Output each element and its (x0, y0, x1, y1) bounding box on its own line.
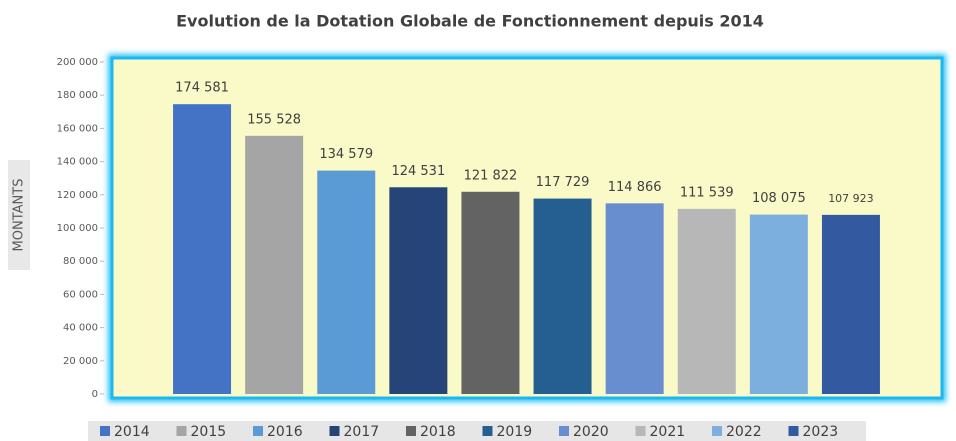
bar (245, 135, 304, 394)
bar (533, 198, 592, 394)
legend-swatch (329, 426, 340, 436)
y-tick-label: 180 000 (57, 90, 98, 101)
bar (317, 170, 376, 394)
legend-swatch (712, 426, 722, 436)
legend-label: 2019 (497, 424, 533, 440)
data-label: 114 866 (608, 180, 662, 195)
bar (677, 208, 736, 394)
legend-label: 2020 (573, 424, 609, 440)
legend-swatch (100, 426, 110, 436)
y-tick-label: 40 000 (63, 323, 98, 334)
legend-label: 2018 (420, 424, 456, 440)
y-tick-label: 20 000 (63, 356, 98, 367)
legend-swatch (176, 426, 187, 436)
bar (749, 214, 808, 394)
y-tick-label: 140 000 (57, 157, 98, 168)
data-label: 174 581 (175, 81, 229, 96)
data-label: 108 075 (752, 191, 806, 206)
legend-swatch (253, 426, 263, 436)
chart-title: Evolution de la Dotation Globale de Fonc… (176, 12, 764, 31)
legend-swatch (559, 426, 569, 436)
legend-label: 2016 (267, 424, 303, 440)
data-label: 121 822 (464, 168, 518, 183)
legend-label: 2023 (803, 424, 839, 440)
legend-label: 2022 (726, 424, 762, 440)
data-label: 117 729 (536, 175, 590, 190)
plot-area (110, 56, 944, 400)
data-label: 111 539 (680, 185, 734, 200)
legend-label: 2021 (650, 424, 686, 440)
bar (389, 187, 448, 394)
y-axis-label: MONTANTS (12, 179, 27, 252)
bar (461, 191, 520, 394)
bar (821, 214, 880, 394)
data-label: 124 531 (391, 164, 445, 179)
y-tick-label: 100 000 (57, 223, 98, 234)
data-label: 134 579 (319, 147, 373, 162)
y-tick-label: 120 000 (57, 190, 98, 201)
y-tick-label: 0 (92, 389, 98, 400)
legend-swatch (482, 426, 493, 436)
legend-bg (88, 421, 866, 441)
data-label: 155 528 (247, 112, 301, 127)
legend-swatch (635, 426, 646, 436)
data-label: 107 923 (828, 192, 874, 205)
y-label-bg (8, 160, 30, 270)
legend-label: 2017 (344, 424, 380, 440)
bar (173, 104, 232, 394)
y-tick-label: 160 000 (57, 123, 98, 134)
y-tick-label: 80 000 (63, 256, 98, 267)
legend-label: 2015 (191, 424, 227, 440)
legend-label: 2014 (114, 424, 150, 440)
bar (605, 203, 664, 394)
legend-swatch (406, 426, 416, 436)
y-tick-label: 200 000 (57, 57, 98, 68)
y-tick-label: 60 000 (63, 289, 98, 300)
legend-swatch (788, 426, 799, 436)
